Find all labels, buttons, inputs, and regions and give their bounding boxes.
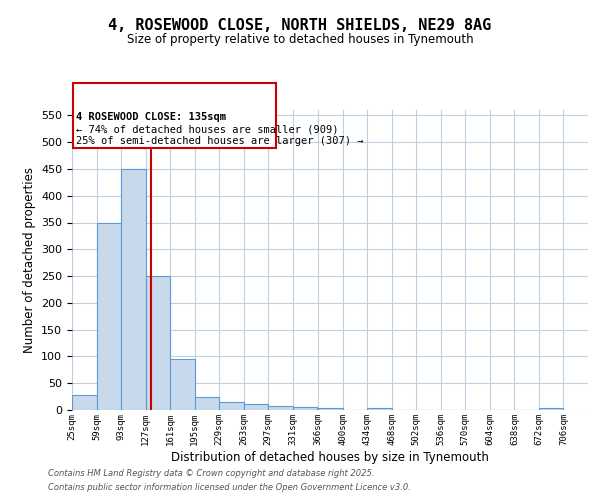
Bar [539, 408, 563, 410]
Text: Size of property relative to detached houses in Tynemouth: Size of property relative to detached ho… [127, 32, 473, 46]
Bar [170, 359, 194, 410]
Bar [318, 408, 343, 410]
X-axis label: Distribution of detached houses by size in Tynemouth: Distribution of detached houses by size … [171, 450, 489, 464]
Bar [97, 222, 121, 410]
Bar [367, 408, 392, 410]
Bar [244, 404, 268, 410]
Text: 25% of semi-detached houses are larger (307) →: 25% of semi-detached houses are larger (… [76, 136, 364, 145]
Bar [293, 408, 317, 410]
Text: Contains HM Land Registry data © Crown copyright and database right 2025.: Contains HM Land Registry data © Crown c… [48, 468, 374, 477]
Y-axis label: Number of detached properties: Number of detached properties [23, 167, 35, 353]
Bar [194, 396, 219, 410]
Bar [121, 169, 146, 410]
FancyBboxPatch shape [73, 83, 276, 148]
Text: Contains public sector information licensed under the Open Government Licence v3: Contains public sector information licen… [48, 484, 411, 492]
Bar [146, 276, 170, 410]
Text: 4, ROSEWOOD CLOSE, NORTH SHIELDS, NE29 8AG: 4, ROSEWOOD CLOSE, NORTH SHIELDS, NE29 8… [109, 18, 491, 32]
Bar [268, 406, 293, 410]
Text: ← 74% of detached houses are smaller (909): ← 74% of detached houses are smaller (90… [76, 125, 339, 135]
Bar [219, 402, 244, 410]
Bar [72, 395, 97, 410]
Text: 4 ROSEWOOD CLOSE: 135sqm: 4 ROSEWOOD CLOSE: 135sqm [76, 112, 226, 122]
